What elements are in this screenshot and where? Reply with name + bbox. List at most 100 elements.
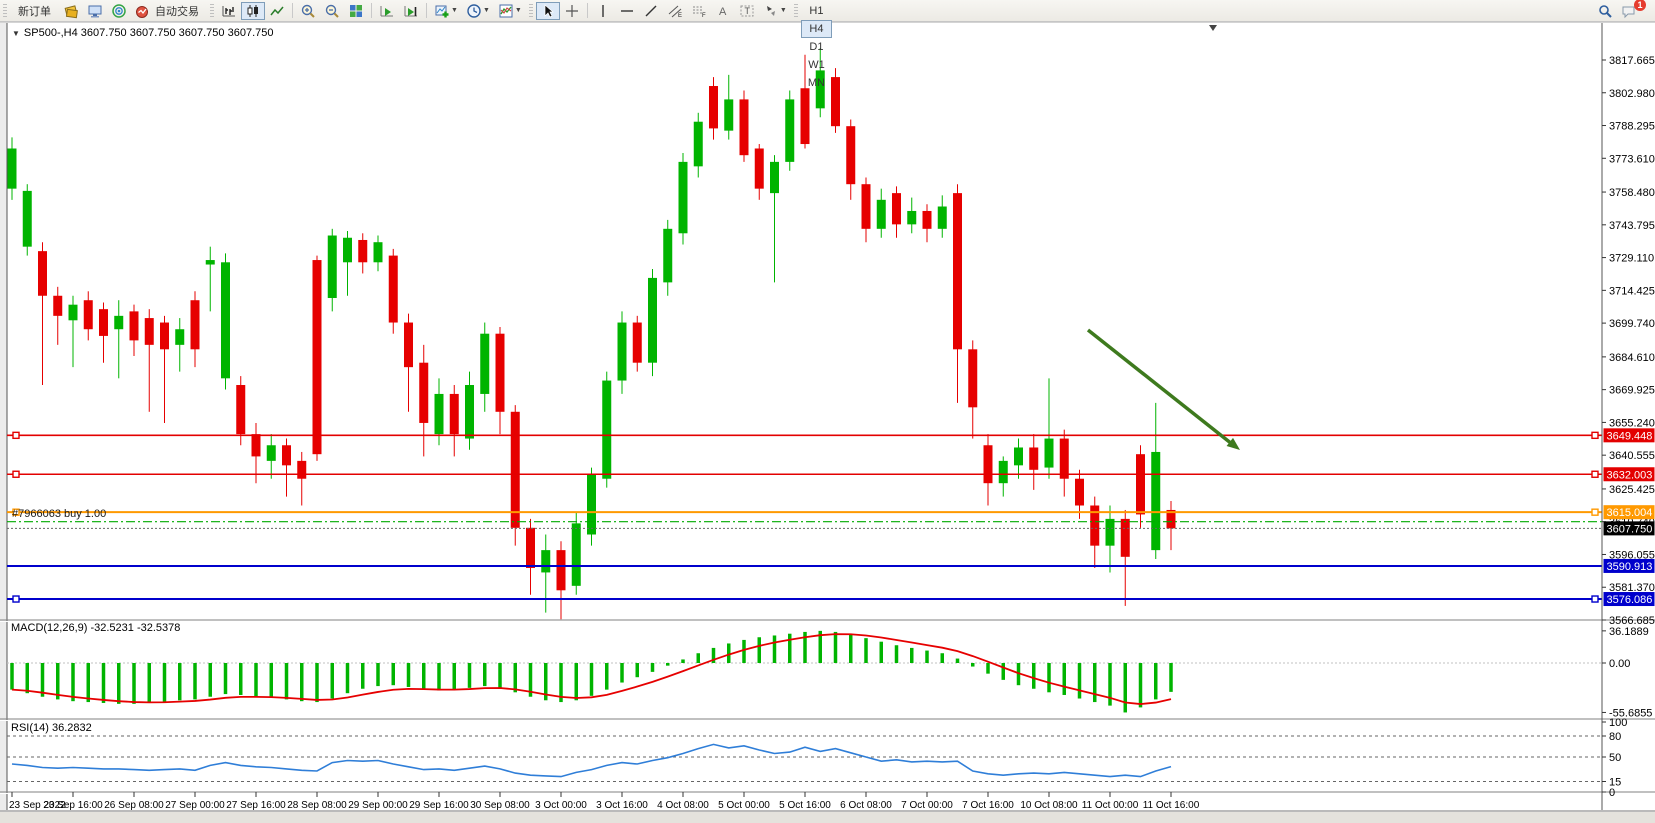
timeframe-button-d1[interactable]: D1 [809, 40, 824, 53]
candle-body-bull [221, 262, 230, 379]
timeframe-group: M1M5M15M30H1H4D1W1MN [800, 0, 833, 92]
rsi-tick-label: 0 [1609, 787, 1615, 799]
zoom-out-icon [325, 4, 339, 18]
candle-body-bear [358, 239, 368, 263]
hline-button[interactable] [615, 2, 639, 20]
chart-title: ▼ SP500-,H4 3607.750 3607.750 3607.750 36… [12, 27, 273, 39]
time-tick-label: 28 Sep 08:00 [287, 800, 347, 811]
candle-body-bull [68, 304, 78, 321]
price-tick-label: 3758.480 [1609, 187, 1655, 199]
toolbar-grip [528, 3, 533, 18]
trendline-icon [645, 5, 657, 16]
candle-body-bear [495, 333, 505, 412]
bar-chart-button[interactable] [217, 2, 241, 20]
auto-scroll-icon [380, 5, 393, 16]
tile-windows-button[interactable] [344, 2, 368, 20]
candle-body-bull [480, 333, 490, 394]
candle-body-bear [53, 295, 63, 316]
templates-button[interactable]: ▼ [494, 2, 526, 20]
toolbar-separator [292, 3, 293, 18]
candle-body-bull [266, 445, 276, 461]
line-handle[interactable] [1591, 595, 1599, 603]
horizontal-line-icon [620, 9, 633, 12]
candle-body-bear [1029, 447, 1039, 470]
candle-body-bull [815, 70, 825, 109]
line-handle[interactable] [12, 508, 20, 516]
fibonacci-button[interactable]: F [687, 2, 711, 20]
candle-body-bear [800, 88, 810, 145]
trendline-button[interactable] [639, 2, 663, 20]
symbol-dropdown-icon[interactable]: ▼ [12, 29, 20, 38]
notifications-button[interactable]: 1 [1617, 0, 1646, 20]
candle-body-bear [144, 318, 154, 345]
signal-icon [112, 3, 126, 18]
timeframe-button-mn[interactable]: MN [807, 76, 825, 89]
candle-body-bear [632, 322, 642, 363]
text-label-button[interactable]: T [735, 2, 759, 20]
price-tick-label: 3743.795 [1609, 220, 1655, 232]
candle-body-bull [1044, 438, 1054, 468]
price-tick-label: 3714.425 [1609, 285, 1655, 297]
price-chart[interactable]: 3817.665 3802.980 3788.295 3773.610 3758.480… [0, 21, 1655, 823]
toolbar-grip [793, 3, 798, 18]
chart-background [7, 23, 1655, 810]
line-chart-button[interactable] [265, 2, 289, 20]
candle-body-bull [770, 161, 779, 194]
line-handle[interactable] [1591, 431, 1599, 440]
new-order-icon-button[interactable] [59, 2, 83, 20]
market-watch-button[interactable] [83, 2, 107, 20]
trend-arrow-line[interactable] [1086, 328, 1234, 446]
candle-body-bear [1059, 438, 1069, 479]
chart-shift-marker[interactable] [1209, 25, 1217, 31]
candle-body-bear [1120, 518, 1130, 557]
arrows-button[interactable]: ▼ [759, 2, 791, 20]
channel-button[interactable]: E [663, 2, 687, 20]
timeframe-button-w1[interactable]: W1 [808, 58, 825, 71]
price-tick-label: 3802.980 [1609, 88, 1655, 100]
line-handle[interactable] [1591, 470, 1599, 478]
candle-body-bull [617, 322, 627, 381]
chart-window[interactable]: 3817.665 3802.980 3788.295 3773.610 3758.480… [0, 21, 1655, 823]
time-tick-label: 11 Oct 00:00 [1082, 800, 1139, 811]
new-order-button[interactable]: 新订单 [10, 2, 59, 20]
candle-body-bull [724, 99, 734, 131]
navigator-button[interactable] [107, 2, 131, 20]
price-tag [1603, 467, 1655, 482]
cursor-button[interactable] [535, 1, 560, 20]
rsi-tick-label: 50 [1609, 752, 1621, 764]
candle-body-bull [434, 393, 444, 435]
candle-body-bull [602, 380, 612, 479]
autotrading-button[interactable]: 自动交易 [131, 2, 207, 20]
candle-body-bear [251, 434, 261, 457]
auto-scroll-button[interactable] [375, 2, 399, 20]
candle-chart-button[interactable] [241, 1, 265, 20]
gold-notes-icon [64, 4, 78, 18]
time-tick-label: 5 Oct 16:00 [779, 800, 831, 811]
candle-body-bear [449, 393, 459, 435]
chart-shift-button[interactable] [399, 2, 423, 20]
line-handle[interactable] [12, 470, 20, 478]
svg-text:F: F [702, 13, 706, 19]
time-tick-label: 23 Sep 16:00 [43, 800, 103, 811]
candle-body-bear [404, 322, 413, 368]
time-tick-label: 26 Sep 08:00 [104, 800, 164, 811]
text-button[interactable]: A [711, 2, 735, 20]
search-button[interactable] [1593, 2, 1617, 20]
indicators-button[interactable]: ▼ [430, 2, 462, 20]
time-tick-label: 3 Oct 00:00 [535, 800, 587, 811]
line-handle[interactable] [12, 431, 20, 440]
candle-body-bear [388, 255, 398, 323]
zoom-in-button[interactable] [296, 2, 320, 20]
candle-body-bear [526, 527, 535, 568]
price-tag-text: 3607.750 [1607, 523, 1653, 535]
macd-indicator-label: MACD(12,26,9) -32.5231 -32.5378 [11, 622, 181, 634]
vline-button[interactable] [591, 2, 615, 20]
zoom-out-button[interactable] [320, 2, 344, 20]
periods-button[interactable]: ▼ [462, 2, 494, 20]
line-handle[interactable] [1591, 508, 1599, 516]
line-handle[interactable] [12, 595, 20, 603]
crosshair-button[interactable] [560, 2, 584, 20]
timeframe-button-h1[interactable]: H1 [809, 4, 824, 17]
timeframe-button-h4[interactable]: H4 [800, 19, 833, 38]
rsi-tick-label: 100 [1609, 717, 1627, 729]
